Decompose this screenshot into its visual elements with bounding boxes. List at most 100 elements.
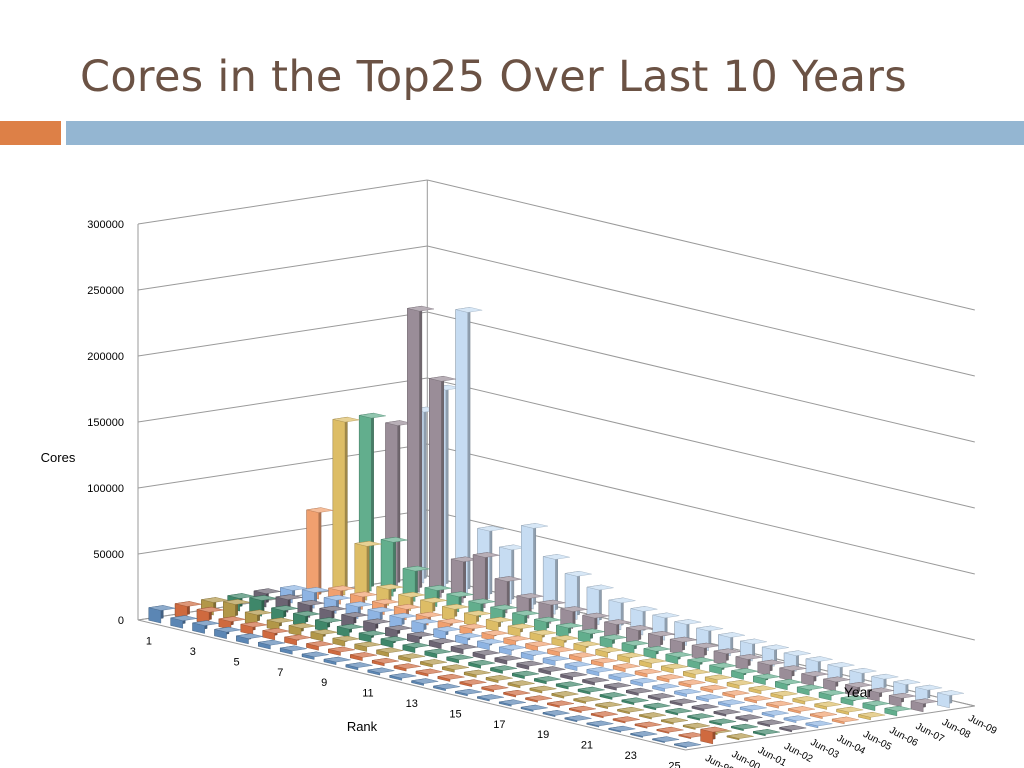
bar-jun-07-rank-17 [709, 662, 737, 675]
bar-jun-03-rank-19 [648, 693, 675, 701]
bar-jun-03-rank-14 [538, 666, 566, 675]
bar-jun-01-rank-16 [529, 685, 557, 694]
bar-jun-07-rank-11 [578, 628, 605, 644]
bar-jun-02-rank-11 [446, 654, 474, 664]
gridline-side [137, 509, 428, 555]
bar-jun-08-rank-24 [889, 692, 916, 707]
bar-jun-07-rank-16 [687, 657, 715, 670]
bar-jun-03-rank-15 [560, 671, 588, 681]
bar-jun-05-rank-17 [656, 674, 684, 683]
bar-jun-00-rank-19 [569, 705, 596, 713]
bar-jun-04-rank-12 [521, 650, 548, 661]
bar-jun-06-rank-12 [573, 641, 601, 653]
bar-jun-00-rank-14 [459, 679, 487, 687]
bar-jun-08-rank-21 [823, 676, 851, 692]
bar-jun-07-rank-22 [818, 689, 846, 701]
bar-jun-99-rank-25 [674, 741, 702, 749]
bar-jun-08-rank-16 [713, 648, 741, 666]
bar-jun-01-rank-4 [266, 617, 294, 631]
bar-jun-03-rank-17 [604, 682, 632, 691]
bar-jun-08-rank-15 [691, 642, 719, 661]
bar-jun-00-rank-5 [262, 628, 290, 641]
bar-jun-02-rank-13 [490, 665, 518, 674]
bar-jun-09-rank-3 [455, 307, 483, 594]
bar-jun-99-rank-2 [170, 615, 198, 629]
bar-jun-03-rank-4 [319, 605, 347, 623]
bar-jun-06-rank-2 [354, 540, 382, 601]
bar-jun-07-rank-25 [884, 705, 912, 717]
bar-jun-05-rank-21 [744, 695, 772, 704]
bar-jun-99-rank-23 [630, 731, 658, 738]
bar-jun-05-rank-25 [832, 716, 859, 725]
bar-jun-00-rank-20 [591, 711, 618, 719]
gridline-back [427, 377, 975, 509]
bar-jun-04-rank-23 [761, 710, 789, 718]
bar-jun-00-rank-15 [481, 684, 509, 693]
bar-jun-00-rank-1 [174, 601, 202, 620]
bar-jun-99-rank-14 [433, 683, 461, 691]
title-divider-bar [66, 121, 1024, 145]
title-accent-bar [0, 121, 61, 145]
bar-jun-07-rank-13 [621, 640, 649, 654]
bar-jun-05-rank-15 [613, 663, 640, 673]
bar-jun-01-rank-2 [223, 599, 250, 621]
bar-jun-02-rank-24 [731, 723, 759, 731]
rank-tick-label: 15 [449, 708, 461, 720]
bar-jun-05-rank-23 [788, 706, 816, 714]
bar-jun-99-rank-17 [499, 699, 526, 707]
bar-jun-06-rank-14 [617, 652, 645, 663]
bar-jun-01-rank-9 [376, 647, 404, 657]
bar-jun-99-rank-21 [586, 720, 614, 728]
bar-jun-06-rank-18 [705, 674, 732, 684]
rank-tick-label: 3 [190, 646, 196, 658]
bar-jun-05-rank-10 [503, 635, 531, 647]
bar-jun-03-rank-23 [735, 714, 763, 722]
bar-jun-02-rank-6 [337, 623, 364, 638]
bar-jun-04-rank-13 [542, 655, 570, 666]
bar-jun-05-rank-14 [591, 657, 618, 667]
bar-jun-06-rank-6 [442, 603, 470, 622]
bar-jun-06-rank-10 [529, 629, 557, 643]
rank-tick-label: 25 [668, 760, 680, 768]
bar-jun-05-rank-20 [722, 690, 750, 699]
bar-jun-03-rank-7 [385, 625, 413, 639]
bar-jun-08-rank-14 [670, 636, 697, 655]
bar-jun-00-rank-16 [503, 689, 531, 698]
bar-jun-99-rank-15 [455, 688, 483, 697]
bar-jun-03-rank-6 [363, 618, 391, 634]
bar-jun-02-rank-12 [468, 659, 496, 669]
bar-jun-04-rank-8 [433, 626, 461, 640]
bar-jun-08-rank-23 [867, 687, 894, 702]
bar-jun-99-rank-11 [367, 667, 395, 676]
bar-jun-00-rank-7 [306, 641, 334, 651]
bar-jun-02-rank-19 [621, 697, 649, 705]
y-tick-label: 50000 [93, 549, 124, 561]
bar-jun-08-rank-19 [779, 665, 807, 681]
y-tick-label: 100000 [87, 483, 124, 495]
bar-jun-00-rank-12 [415, 668, 443, 677]
bar-jun-01-rank-18 [573, 696, 601, 704]
gridline-side [137, 377, 428, 423]
year-tick-label: Jun-09 [966, 713, 999, 737]
bar-jun-00-rank-3 [218, 616, 246, 630]
bar-jun-06-rank-8 [486, 616, 513, 632]
bar-jun-99-rank-9 [323, 656, 351, 665]
bar-jun-05-rank-22 [766, 700, 794, 709]
bar-jun-00-rank-18 [547, 700, 575, 708]
bar-jun-06-rank-20 [748, 685, 776, 695]
rank-tick-label: 19 [537, 729, 549, 741]
bar-jun-05-rank-13 [569, 652, 597, 662]
bar-jun-05-rank-19 [700, 684, 728, 693]
bar-jun-01-rank-21 [639, 712, 667, 720]
bar-jun-07-rank-14 [643, 646, 671, 659]
bar-jun-04-rank-24 [783, 715, 811, 723]
y-tick-label: 250000 [87, 285, 124, 297]
bar-jun-08-rank-2 [407, 305, 435, 593]
bar-jun-06-rank-21 [770, 690, 798, 700]
gridline-side [137, 443, 428, 489]
bar-jun-99-rank-8 [301, 651, 329, 660]
bar-jun-06-rank-9 [507, 623, 535, 637]
bar-jun-00-rank-8 [328, 646, 356, 656]
bar-jun-01-rank-5 [288, 622, 316, 637]
bar-jun-06-rank-23 [814, 701, 842, 710]
